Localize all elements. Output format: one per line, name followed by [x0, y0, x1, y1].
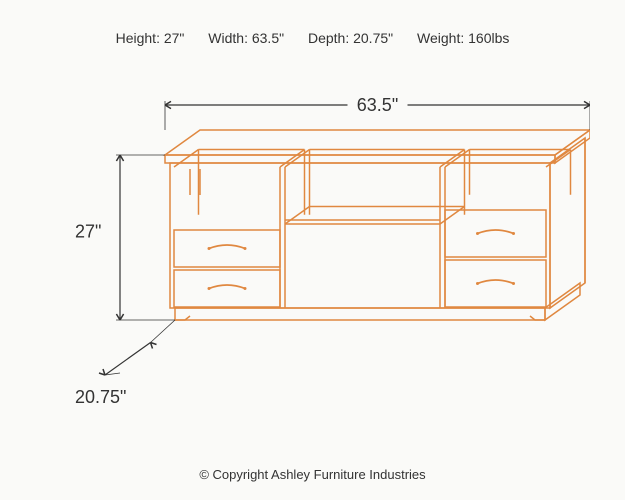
spec-height-value: 27" [164, 30, 185, 46]
spec-depth-value: 20.75" [353, 30, 393, 46]
spec-depth: Depth: 20.75" [308, 30, 397, 46]
svg-text:63.5": 63.5" [357, 95, 398, 115]
spec-weight: Weight: 160lbs [417, 30, 509, 46]
svg-text:27": 27" [75, 222, 101, 242]
spec-weight-label: Weight: [417, 30, 464, 46]
spec-width: Width: 63.5" [208, 30, 288, 46]
spec-bar: Height: 27" Width: 63.5" Depth: 20.75" W… [0, 30, 625, 46]
spec-depth-label: Depth: [308, 30, 349, 46]
copyright-text: © Copyright Ashley Furniture Industries [0, 467, 625, 482]
spec-width-value: 63.5" [252, 30, 284, 46]
spec-width-label: Width: [208, 30, 248, 46]
svg-text:20.75": 20.75" [75, 387, 126, 407]
spec-height-label: Height: [116, 30, 160, 46]
spec-height: Height: 27" [116, 30, 189, 46]
furniture-diagram: 63.5" 27" 20.75" [50, 70, 590, 440]
drawing-area: 63.5" 27" 20.75" [50, 70, 590, 440]
spec-weight-value: 160lbs [468, 30, 509, 46]
